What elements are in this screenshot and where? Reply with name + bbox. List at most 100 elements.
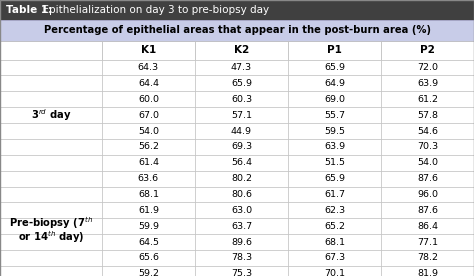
Text: 54.6: 54.6	[417, 126, 438, 136]
Text: 67.3: 67.3	[324, 253, 345, 262]
Bar	[195, 41, 288, 60]
Bar	[288, 60, 381, 75]
Text: 65.9: 65.9	[324, 174, 345, 183]
Text: 57.8: 57.8	[417, 111, 438, 120]
Text: P1: P1	[327, 45, 342, 55]
Text: 63.9: 63.9	[324, 142, 345, 152]
Bar	[102, 107, 195, 123]
Text: 78.3: 78.3	[231, 253, 252, 262]
Bar	[288, 250, 381, 266]
Bar	[381, 171, 474, 187]
Bar	[195, 75, 288, 91]
Text: 63.6: 63.6	[138, 174, 159, 183]
Bar	[381, 139, 474, 155]
Bar	[195, 60, 288, 75]
Text: 59.2: 59.2	[138, 269, 159, 276]
Bar	[102, 91, 195, 107]
Bar	[195, 123, 288, 139]
Bar	[0, 107, 102, 123]
Text: 64.9: 64.9	[324, 79, 345, 88]
Bar	[102, 234, 195, 250]
Bar	[195, 91, 288, 107]
Bar	[0, 91, 102, 107]
Bar	[381, 60, 474, 75]
Bar	[288, 218, 381, 234]
Bar	[102, 139, 195, 155]
Bar	[0, 0, 474, 20]
Text: 86.4: 86.4	[417, 222, 438, 231]
Text: 78.2: 78.2	[417, 253, 438, 262]
Bar	[381, 187, 474, 203]
Bar	[195, 107, 288, 123]
Text: 75.3: 75.3	[231, 269, 252, 276]
Text: 63.7: 63.7	[231, 222, 252, 231]
Text: Epithelialization on day 3 to pre-biopsy day: Epithelialization on day 3 to pre-biopsy…	[36, 5, 270, 15]
Text: 64.5: 64.5	[138, 238, 159, 247]
Text: 96.0: 96.0	[417, 190, 438, 199]
Text: 60.0: 60.0	[138, 95, 159, 104]
Text: 80.2: 80.2	[231, 174, 252, 183]
Bar	[0, 266, 102, 276]
Text: 89.6: 89.6	[231, 238, 252, 247]
Bar	[0, 187, 102, 203]
Text: 65.2: 65.2	[324, 222, 345, 231]
Bar	[0, 250, 102, 266]
Bar	[195, 155, 288, 171]
Text: 61.4: 61.4	[138, 158, 159, 167]
Bar	[381, 234, 474, 250]
Bar	[288, 266, 381, 276]
Bar	[195, 234, 288, 250]
Text: 61.2: 61.2	[417, 95, 438, 104]
Bar	[381, 107, 474, 123]
Text: 64.4: 64.4	[138, 79, 159, 88]
Bar	[102, 41, 195, 60]
Text: 60.3: 60.3	[231, 95, 252, 104]
Text: 47.3: 47.3	[231, 63, 252, 72]
Bar	[381, 91, 474, 107]
Bar	[195, 171, 288, 187]
Text: 77.1: 77.1	[417, 238, 438, 247]
Bar	[0, 41, 102, 60]
Bar	[102, 155, 195, 171]
Bar	[102, 171, 195, 187]
Bar	[381, 203, 474, 218]
Bar	[0, 234, 102, 250]
Bar	[0, 203, 102, 218]
Text: 56.4: 56.4	[231, 158, 252, 167]
Bar	[102, 75, 195, 91]
Bar	[102, 218, 195, 234]
Bar	[102, 60, 195, 75]
Bar	[288, 203, 381, 218]
Text: 64.3: 64.3	[138, 63, 159, 72]
Bar	[381, 250, 474, 266]
Bar	[288, 91, 381, 107]
Bar	[0, 75, 102, 91]
Bar	[288, 155, 381, 171]
Bar	[0, 20, 474, 41]
Text: Table 1:: Table 1:	[6, 5, 52, 15]
Text: 69.3: 69.3	[231, 142, 252, 152]
Text: 68.1: 68.1	[324, 238, 345, 247]
Text: or 14$^{th}$ day): or 14$^{th}$ day)	[18, 229, 84, 245]
Bar	[381, 123, 474, 139]
Text: 54.0: 54.0	[417, 158, 438, 167]
Text: P2: P2	[420, 45, 435, 55]
Bar	[102, 203, 195, 218]
Bar	[288, 107, 381, 123]
Bar	[288, 171, 381, 187]
Bar	[195, 250, 288, 266]
Text: 65.9: 65.9	[231, 79, 252, 88]
Text: 51.5: 51.5	[324, 158, 345, 167]
Bar	[195, 203, 288, 218]
Bar	[195, 139, 288, 155]
Text: Percentage of epithelial areas that appear in the post-burn area (%): Percentage of epithelial areas that appe…	[44, 25, 430, 35]
Bar	[381, 155, 474, 171]
Bar	[288, 187, 381, 203]
Bar	[381, 41, 474, 60]
Text: 54.0: 54.0	[138, 126, 159, 136]
Text: 62.3: 62.3	[324, 206, 345, 215]
Text: 65.6: 65.6	[138, 253, 159, 262]
Bar	[0, 218, 102, 234]
Text: K2: K2	[234, 45, 249, 55]
Text: 65.9: 65.9	[324, 63, 345, 72]
